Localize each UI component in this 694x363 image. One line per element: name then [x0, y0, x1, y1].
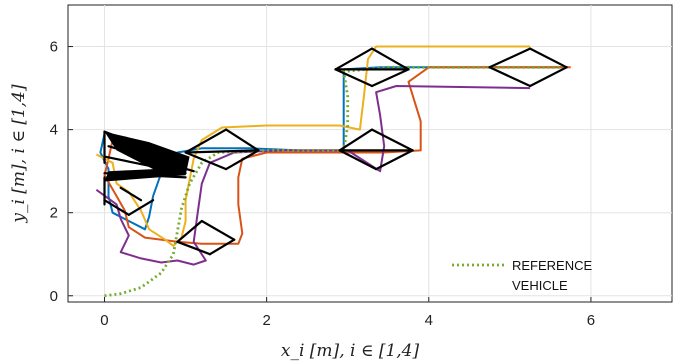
- vehicle-segment: [225, 149, 260, 171]
- vehicle-segment: [119, 186, 143, 202]
- vehicle-segment: [370, 47, 410, 71]
- vehicle-segment: [370, 128, 414, 152]
- vehicle-segment: [334, 47, 374, 71]
- y-tick-label: 6: [50, 39, 58, 56]
- vehicle-segment: [370, 68, 410, 88]
- vehicle-dense-region: [104, 131, 190, 182]
- vehicle-segment: [375, 149, 414, 171]
- vehicle-segment: [225, 128, 260, 152]
- vehicle-segment: [200, 219, 236, 241]
- vehicle-series: [103, 47, 568, 256]
- series-layer: [95, 45, 571, 298]
- x-tick-label: 0: [100, 312, 108, 329]
- vehicle-segment: [103, 199, 130, 216]
- vehicle-segment: [176, 240, 211, 256]
- vehicle-segment: [338, 128, 374, 152]
- x-tick-label: 4: [425, 312, 433, 329]
- y-tick-label: 2: [50, 205, 58, 222]
- reference-series: [104, 65, 567, 298]
- legend-label: REFERENCE: [512, 258, 593, 273]
- y-axis-label: y_i [m], i ∈ [1,4]: [9, 84, 29, 224]
- x-tick-label: 2: [262, 312, 270, 329]
- vehicle-segment: [184, 128, 228, 154]
- vehicle-segment: [528, 47, 568, 69]
- vehicle-segment: [488, 47, 532, 69]
- y-tick-label: 4: [50, 122, 58, 139]
- vehicle-segment: [176, 219, 203, 243]
- x-axis-label: x_i [m], i ∈ [1,4]: [281, 341, 420, 361]
- legend: REFERENCE VEHICLE: [452, 258, 593, 293]
- trajectory-series-2: [103, 66, 571, 245]
- vehicle-segment: [528, 66, 568, 88]
- vehicle-segment: [127, 199, 155, 216]
- vehicle-segment: [338, 149, 378, 171]
- vehicle-segment: [184, 149, 260, 154]
- legend-label: VEHICLE: [512, 278, 568, 293]
- grid: [68, 5, 672, 302]
- x-tick-label: 6: [587, 312, 595, 329]
- vehicle-segment: [184, 151, 228, 171]
- vehicle-segment: [334, 68, 374, 88]
- tick-labels: 0 2 4 6 0 2 4 6: [50, 39, 595, 329]
- vehicle-segment: [208, 238, 236, 256]
- vehicle-segment: [488, 66, 532, 88]
- y-tick-label: 0: [50, 288, 58, 305]
